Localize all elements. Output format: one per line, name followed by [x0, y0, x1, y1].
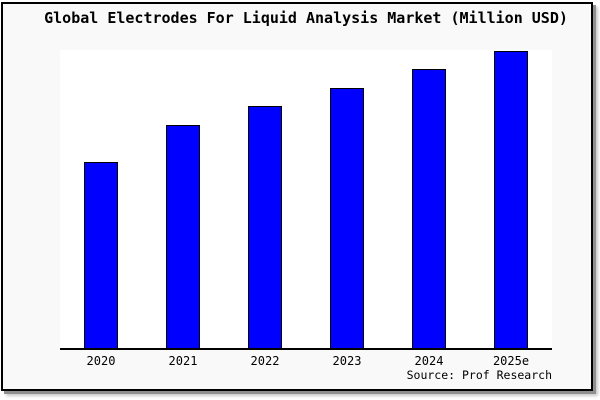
- bar-2020: [84, 162, 118, 348]
- x-tick-label-2024: 2024: [414, 354, 444, 368]
- chart-title: Global Electrodes For Liquid Analysis Ma…: [44, 9, 568, 27]
- x-tick-label-2025e: 2025e: [492, 354, 530, 368]
- bar-slot-2025e: [470, 50, 552, 348]
- source-credit: Source: Prof Research: [406, 368, 552, 382]
- bar-slot-2024: [388, 50, 470, 348]
- bar-slot-2020: [60, 50, 142, 348]
- x-tick-label-2021: 2021: [168, 354, 198, 368]
- x-tick-label-2020: 2020: [86, 354, 116, 368]
- bar-slot-2021: [142, 50, 224, 348]
- plot-area: [60, 50, 552, 350]
- bar-2022: [248, 106, 282, 348]
- bar-2021: [166, 125, 200, 348]
- x-tick-label-2023: 2023: [332, 354, 362, 368]
- x-tick-label-2022: 2022: [250, 354, 280, 368]
- bar-slot-2022: [224, 50, 306, 348]
- bar-2023: [330, 88, 364, 348]
- bars-row: [60, 50, 552, 348]
- bar-2025e: [494, 51, 528, 348]
- chart-figure: Global Electrodes For Liquid Analysis Ma…: [1, 2, 593, 391]
- bar-slot-2023: [306, 50, 388, 348]
- x-axis-labels: 2020 2021 2022 2023 2024 2025e: [60, 354, 552, 368]
- bar-2024: [412, 69, 446, 348]
